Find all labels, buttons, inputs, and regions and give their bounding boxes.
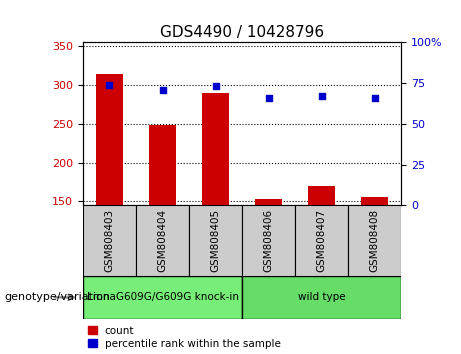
Text: GSM808406: GSM808406 — [264, 209, 273, 272]
Point — [212, 84, 219, 89]
Bar — [308, 186, 335, 205]
Point — [318, 93, 325, 99]
Text: GSM808403: GSM808403 — [105, 209, 114, 272]
Point — [159, 87, 166, 92]
Text: GSM808408: GSM808408 — [370, 209, 379, 272]
Text: genotype/variation: genotype/variation — [5, 292, 111, 302]
Bar — [348, 205, 401, 276]
Bar — [242, 205, 295, 276]
Legend: count, percentile rank within the sample: count, percentile rank within the sample — [88, 326, 281, 349]
Bar — [361, 197, 388, 205]
Text: GSM808404: GSM808404 — [158, 209, 167, 272]
Bar — [136, 205, 189, 276]
Bar — [295, 205, 348, 276]
Bar — [255, 199, 282, 205]
Point — [371, 95, 378, 101]
Bar — [149, 125, 176, 205]
Bar — [202, 93, 229, 205]
Text: GSM808405: GSM808405 — [211, 209, 220, 272]
Point — [106, 82, 113, 88]
Bar — [83, 205, 136, 276]
Point — [265, 95, 272, 101]
Bar — [242, 276, 401, 319]
Text: LmnaG609G/G609G knock-in: LmnaG609G/G609G knock-in — [87, 292, 238, 302]
Bar — [189, 205, 242, 276]
Bar — [83, 276, 242, 319]
Text: GSM808407: GSM808407 — [317, 209, 326, 272]
Title: GDS4490 / 10428796: GDS4490 / 10428796 — [160, 25, 324, 40]
Bar — [96, 74, 123, 205]
Text: wild type: wild type — [298, 292, 345, 302]
